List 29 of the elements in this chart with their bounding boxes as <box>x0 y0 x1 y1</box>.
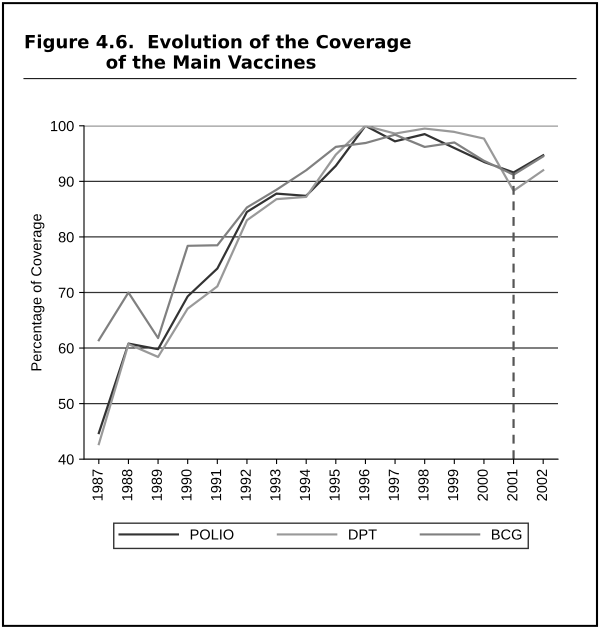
x-tick-label: 1990 <box>181 469 192 500</box>
x-tick-label: 1998 <box>418 470 429 500</box>
x-tick-label: 2000 <box>478 469 488 501</box>
x-tick-label: 2001 <box>507 470 518 501</box>
x-tick-label: 1996 <box>359 470 370 500</box>
y-tick-label: 80 <box>58 232 74 242</box>
x-tick-label: 2002 <box>536 470 548 501</box>
x-tick-label: 1994 <box>300 469 310 500</box>
legend-label: DPT <box>349 530 377 540</box>
x-tick-label: 1988 <box>122 470 132 500</box>
x-tick-label: 1987 <box>92 470 103 500</box>
x-tick-label: 1999 <box>448 470 458 500</box>
x-tick-label: 1997 <box>388 470 399 500</box>
y-tick-label: 70 <box>58 288 74 298</box>
legend-label: BCG <box>492 529 522 540</box>
y-tick-label: 60 <box>58 343 74 354</box>
legend-label: POLIO <box>190 529 234 540</box>
x-tick-label: 1989 <box>152 470 162 500</box>
x-tick-label: 1992 <box>240 470 251 500</box>
y-axis-title: Percentage of Coverage <box>30 214 44 370</box>
x-tick-label: 1995 <box>329 470 340 500</box>
y-tick-label: 40 <box>58 454 74 465</box>
x-tick-label: 1993 <box>270 470 280 500</box>
x-tick-label: 1991 <box>210 470 222 500</box>
y-tick-label: 90 <box>58 176 74 187</box>
chart-title: Figure 4.6. Evolution of the Coverage of the Main Vaccines <box>26 34 411 69</box>
y-tick-label: 100 <box>51 120 74 132</box>
line-series <box>98 134 544 342</box>
y-tick-label: 50 <box>58 398 74 410</box>
